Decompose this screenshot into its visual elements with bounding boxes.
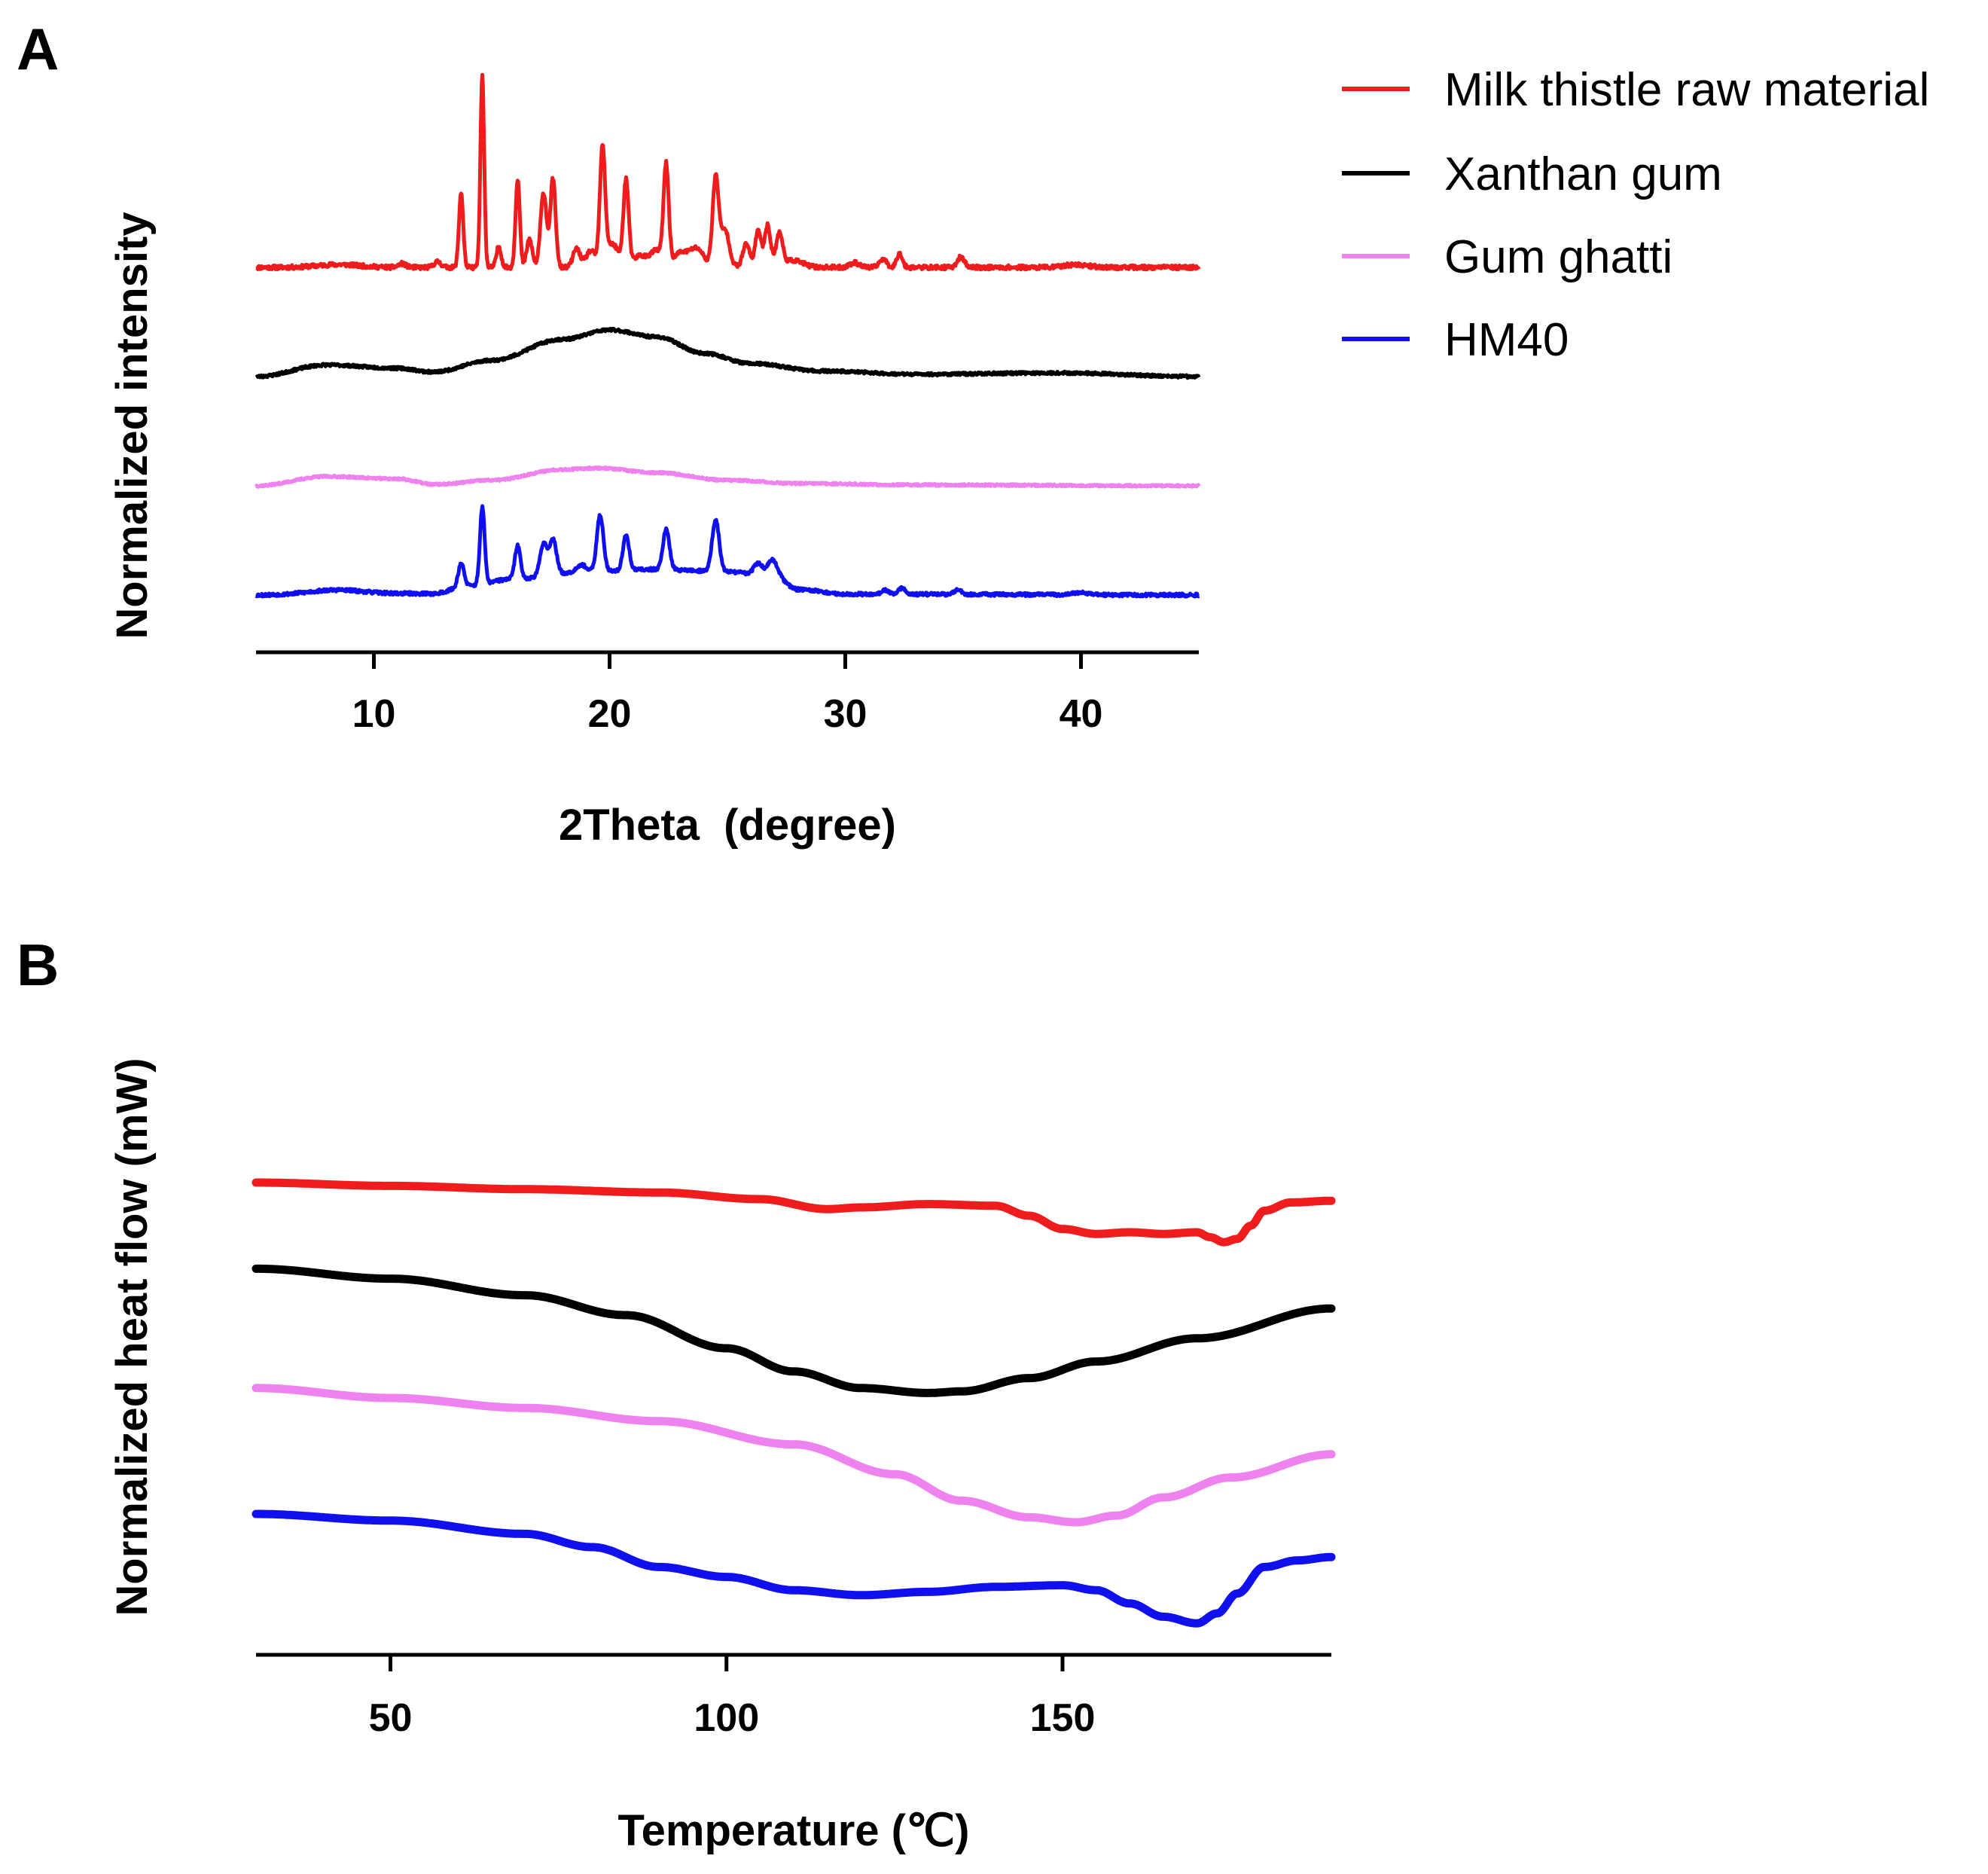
panel-b-x-axis-title: Temperature (℃) — [618, 1806, 970, 1855]
panel-a-series-gum-ghatti — [254, 465, 1201, 489]
panel-a-series-group — [254, 72, 1201, 599]
panel-a-tick-label-40: 40 — [1060, 692, 1103, 736]
panel-b-label: B — [17, 932, 59, 998]
panel-a-series-hm40 — [255, 504, 1200, 599]
panel-b-tick-label-150: 150 — [1030, 1696, 1096, 1740]
panel-b-tick-label-100: 100 — [694, 1696, 759, 1740]
panel-a-y-axis-title: Normalized intensity — [108, 212, 157, 639]
panel-b-series-gum-ghatti — [252, 1384, 1336, 1527]
panel-a-x-axis-title: 2Theta (degree) — [559, 801, 896, 850]
legend-label-hm40: HM40 — [1444, 314, 1569, 366]
legend: Milk thistle raw material Xanthan gum Gu… — [1342, 64, 1929, 366]
panel-a-x-ticks: 10 20 30 40 — [352, 652, 1103, 736]
legend-label-milk-thistle: Milk thistle raw material — [1444, 64, 1929, 116]
panel-b-tick-label-50: 50 — [369, 1696, 413, 1740]
panel-b-x-ticks: 50 100 150 — [369, 1655, 1096, 1740]
panel-a-tick-label-30: 30 — [824, 692, 867, 736]
legend-label-xanthan-gum: Xanthan gum — [1444, 148, 1722, 200]
panel-b-series-milk-thistle-raw-material — [252, 1178, 1336, 1247]
panel-a-tick-label-10: 10 — [352, 692, 396, 736]
legend-label-gum-ghatti: Gum ghatti — [1444, 231, 1672, 283]
panel-a-label: A — [17, 16, 59, 82]
panel-b-dsc-chart: 50 100 150 Temperature (℃) Normalized heat… — [108, 1058, 1336, 1855]
panel-a-tick-label-20: 20 — [588, 692, 632, 736]
legend-item-hm40: HM40 — [1342, 314, 1569, 366]
legend-item-milk-thistle: Milk thistle raw material — [1342, 64, 1929, 116]
panel-a-series-xanthan-gum — [255, 326, 1201, 380]
panel-b-series-group — [252, 1178, 1336, 1628]
panel-b-series-xanthan-gum — [252, 1264, 1336, 1397]
legend-item-gum-ghatti: Gum ghatti — [1342, 231, 1672, 283]
panel-a-xrd-chart: 10 20 30 40 2Theta (degree) Normalized inte… — [108, 72, 1201, 850]
panel-a-series-milk-thistle-raw-material — [255, 72, 1201, 272]
legend-item-xanthan-gum: Xanthan gum — [1342, 148, 1722, 200]
panel-b-series-hm40 — [252, 1509, 1336, 1628]
panel-b-y-axis-title: Normalized heat flow (mW) — [108, 1058, 157, 1616]
